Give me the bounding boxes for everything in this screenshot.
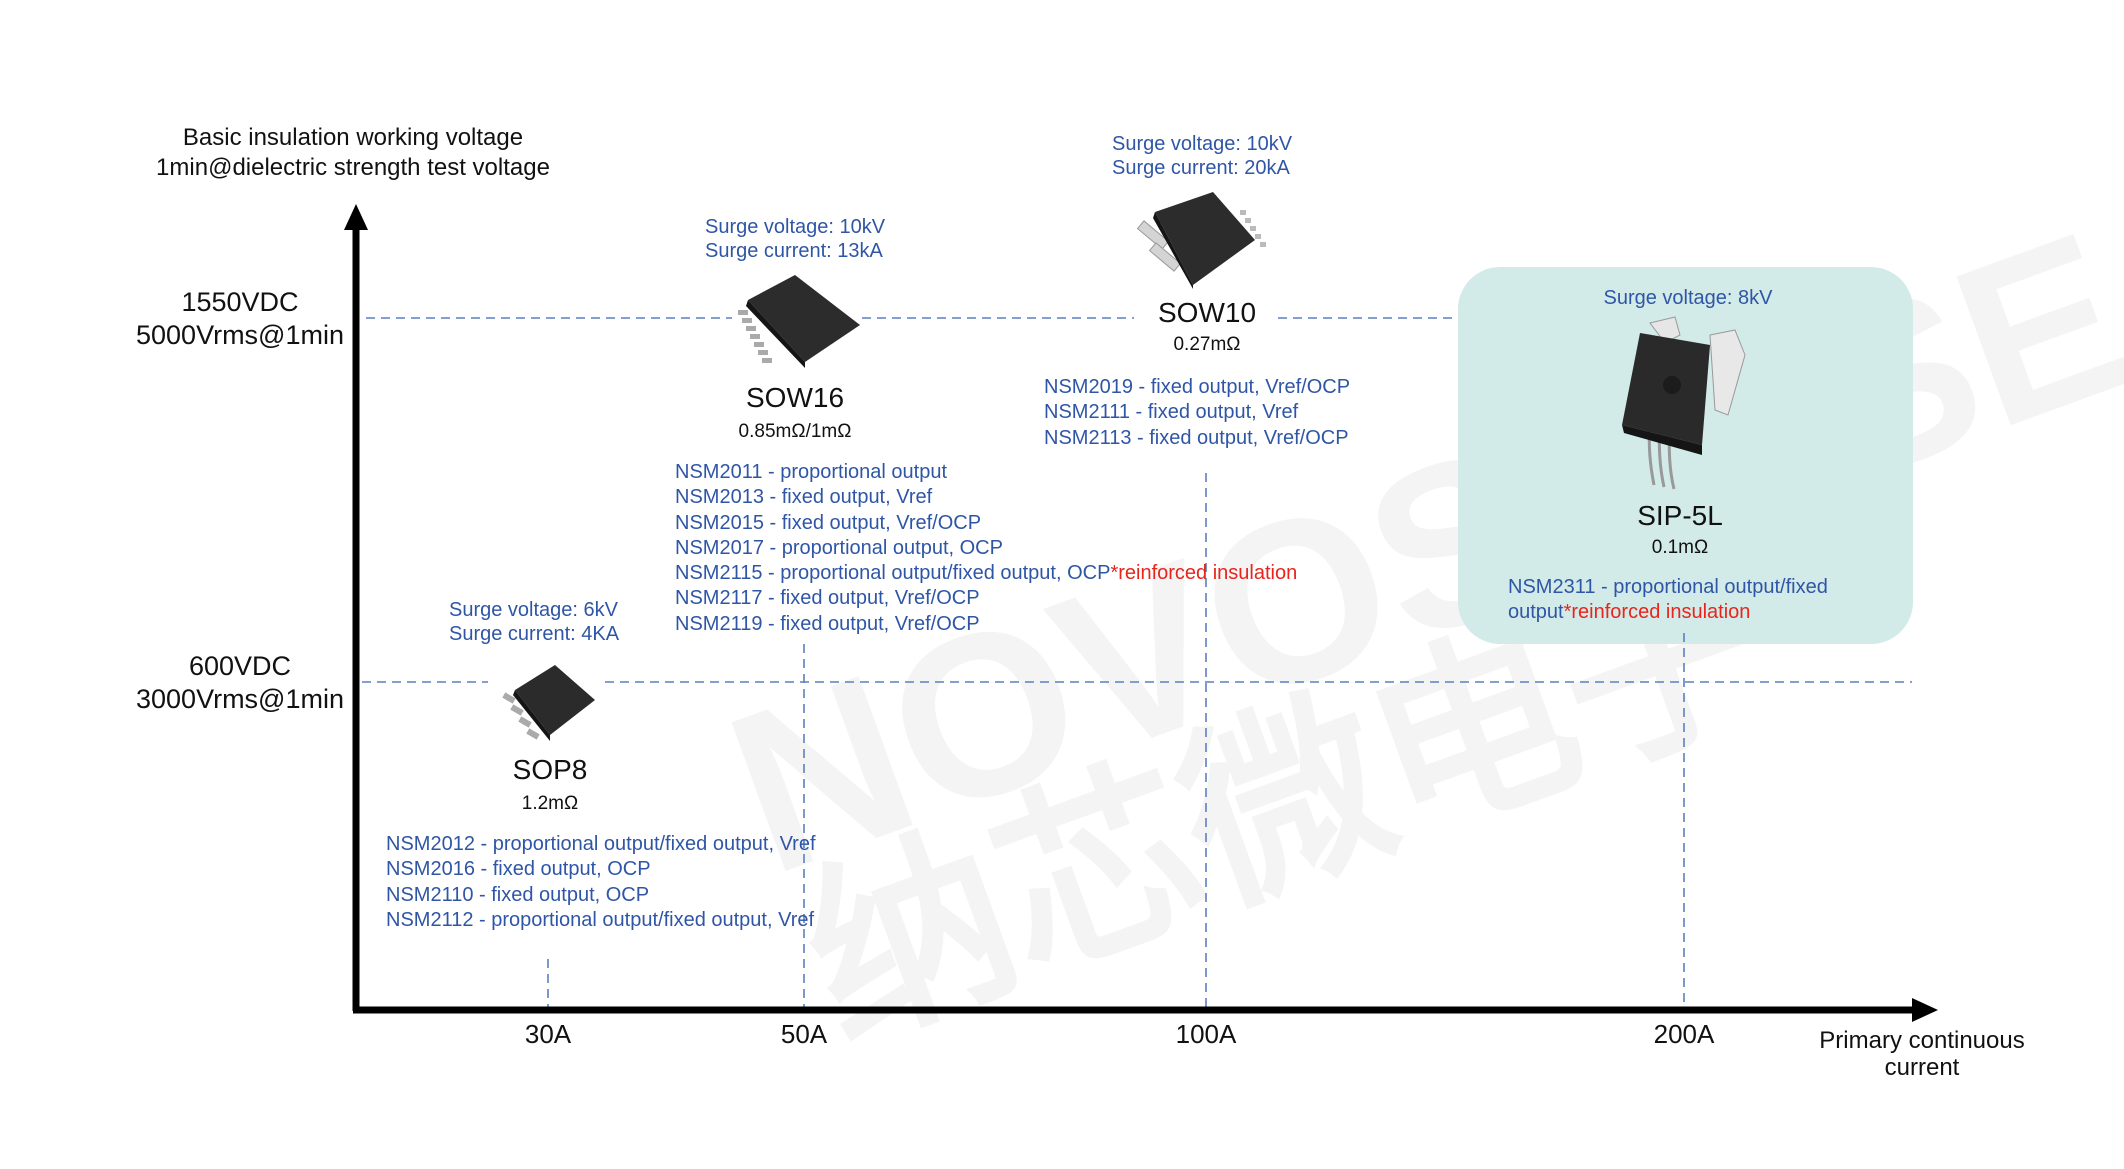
part-item: NSM2011 - proportional output xyxy=(675,461,948,483)
sip5l-resistance: 0.1mΩ xyxy=(1651,537,1709,558)
reinforced-insulation-note: *reinforced insulation xyxy=(1110,562,1298,585)
y-level-rms: 3000Vrms@1min xyxy=(136,684,344,714)
sow10-surge-current: Surge current: 20kA xyxy=(1112,157,1290,179)
y-level-dc: 1550VDC xyxy=(181,287,299,317)
x-tick-30a: 30A xyxy=(524,1019,572,1049)
part-item: NSM2113 - fixed output, Vref/OCP xyxy=(1044,426,1349,449)
x-axis-title-line2: current xyxy=(1884,1054,1960,1081)
reinforced-insulation-note: *reinforced insulation xyxy=(1563,601,1751,624)
part-item: NSM2012 - proportional output/fixed outp… xyxy=(386,833,816,855)
sop8-name: SOP8 xyxy=(512,754,588,785)
part-item: output*reinforced insulation xyxy=(1508,600,1828,625)
x-axis-arrow xyxy=(1912,998,1938,1022)
sop8-resistance: 1.2mΩ xyxy=(521,793,579,814)
sow16-resistance: 0.85mΩ/1mΩ xyxy=(738,421,852,442)
x-axis-title-line1: Primary continuous xyxy=(1819,1027,2025,1054)
sow16-part-list: NSM2011 - proportional output NSM2013 - … xyxy=(675,460,1297,637)
y-level-dc: 600VDC xyxy=(188,651,292,681)
part-item: NSM2110 - fixed output, OCP xyxy=(386,883,650,906)
y-axis-arrow xyxy=(344,204,368,230)
part-text: NSM2115 - proportional output/fixed outp… xyxy=(675,562,1111,585)
x-tick-50a: 50A xyxy=(780,1019,828,1049)
part-item: NSM2013 - fixed output, Vref xyxy=(675,486,933,509)
sip5l-chip-image xyxy=(1622,316,1746,490)
part-item: NSM2019 - fixed output, Vref/OCP xyxy=(1044,376,1351,398)
sow10-chip-image xyxy=(1136,192,1266,289)
part-item: NSM2112 - proportional output/fixed outp… xyxy=(386,908,815,931)
y-axis-title: Basic insulation working voltage 1min@di… xyxy=(156,123,550,183)
sow16-name: SOW16 xyxy=(745,382,845,413)
sow10-surge-voltage: Surge voltage: 10kV xyxy=(1112,133,1293,155)
part-item: NSM2017 - proportional output, OCP xyxy=(675,536,1003,559)
x-tick-200a: 200A xyxy=(1653,1019,1715,1049)
sow16-surge-current: Surge current: 13kA xyxy=(705,240,883,262)
x-axis-title: Primary continuous current xyxy=(1819,1027,2024,1081)
part-item: NSM2016 - fixed output, OCP xyxy=(386,858,651,881)
sop8-part-list: NSM2012 - proportional output/fixed outp… xyxy=(386,832,816,933)
part-item: NSM2311 - proportional output/fixed xyxy=(1508,576,1828,598)
sop8-surge-current: Surge current: 4KA xyxy=(449,623,620,645)
part-text: output xyxy=(1508,601,1564,624)
sip5l-highlight-box xyxy=(1458,267,1913,644)
sow10-name: SOW10 xyxy=(1157,297,1257,328)
sow10-part-list: NSM2019 - fixed output, Vref/OCP NSM2111… xyxy=(1044,375,1350,451)
sop8-chip-image xyxy=(502,665,595,741)
part-item: NSM2119 - fixed output, Vref/OCP xyxy=(675,612,980,635)
y-level-600: 600VDC 3000Vrms@1min xyxy=(136,650,344,716)
sow10-surge: Surge voltage: 10kV Surge current: 20kA xyxy=(1112,132,1292,180)
y-level-rms: 5000Vrms@1min xyxy=(136,320,344,350)
sow16-surge: Surge voltage: 10kV Surge current: 13kA xyxy=(705,215,885,263)
part-item: NSM2117 - fixed output, Vref/OCP xyxy=(675,587,980,610)
sip5l-name: SIP-5L xyxy=(1637,500,1723,531)
y-axis-title-line1: Basic insulation working voltage xyxy=(182,124,524,151)
sop8-surge-voltage: Surge voltage: 6kV xyxy=(449,599,618,621)
part-item: NSM2111 - fixed output, Vref xyxy=(1044,401,1299,424)
y-level-1550: 1550VDC 5000Vrms@1min xyxy=(136,286,344,352)
sow16-surge-voltage: Surge voltage: 10kV xyxy=(705,216,886,238)
sip5l-part-list: NSM2311 - proportional output/fixed outp… xyxy=(1508,575,1828,626)
part-item: NSM2115 - proportional output/fixed outp… xyxy=(675,561,1297,586)
sip5l-surge-voltage: Surge voltage: 8kV xyxy=(1603,287,1773,309)
sow10-resistance: 0.27mΩ xyxy=(1173,334,1241,355)
x-tick-100a: 100A xyxy=(1175,1019,1237,1049)
part-item: NSM2015 - fixed output, Vref/OCP xyxy=(675,511,982,534)
y-axis-title-line2: 1min@dielectric strength test voltage xyxy=(156,154,550,181)
sow16-chip-image xyxy=(738,275,860,368)
sop8-surge: Surge voltage: 6kV Surge current: 4KA xyxy=(449,598,619,646)
